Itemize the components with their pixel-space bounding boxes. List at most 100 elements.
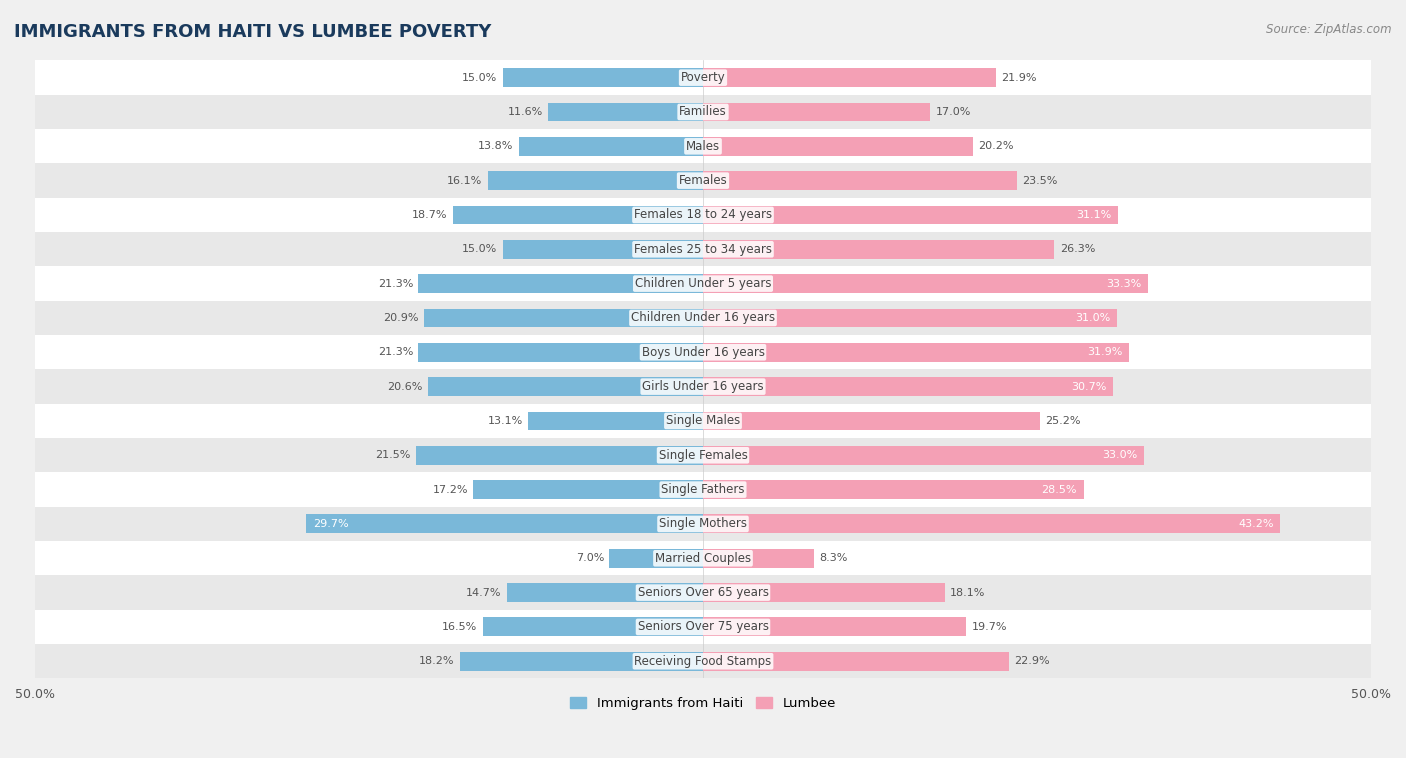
Text: 31.9%: 31.9% bbox=[1087, 347, 1122, 357]
Bar bbox=[703, 205, 1119, 224]
Bar bbox=[453, 205, 703, 224]
Bar bbox=[703, 68, 995, 87]
Text: Seniors Over 75 years: Seniors Over 75 years bbox=[637, 621, 769, 634]
Text: 13.8%: 13.8% bbox=[478, 141, 513, 152]
Text: 28.5%: 28.5% bbox=[1042, 484, 1077, 495]
Bar bbox=[35, 541, 1371, 575]
Bar bbox=[506, 583, 703, 602]
Bar bbox=[35, 369, 1371, 404]
Bar bbox=[35, 507, 1371, 541]
Text: Single Fathers: Single Fathers bbox=[661, 483, 745, 496]
Bar bbox=[703, 309, 1118, 327]
Text: Boys Under 16 years: Boys Under 16 years bbox=[641, 346, 765, 359]
Text: 33.0%: 33.0% bbox=[1102, 450, 1137, 460]
Bar bbox=[423, 309, 703, 327]
Text: 20.9%: 20.9% bbox=[382, 313, 419, 323]
Text: Girls Under 16 years: Girls Under 16 years bbox=[643, 380, 763, 393]
Bar bbox=[703, 515, 1279, 534]
Bar bbox=[703, 549, 814, 568]
Bar bbox=[35, 404, 1371, 438]
Text: Single Females: Single Females bbox=[658, 449, 748, 462]
Bar bbox=[35, 438, 1371, 472]
Text: 17.2%: 17.2% bbox=[433, 484, 468, 495]
Bar bbox=[35, 644, 1371, 678]
Text: 29.7%: 29.7% bbox=[314, 519, 349, 529]
Text: 11.6%: 11.6% bbox=[508, 107, 543, 117]
Bar bbox=[35, 164, 1371, 198]
Bar bbox=[703, 583, 945, 602]
Bar bbox=[460, 652, 703, 671]
Text: 21.5%: 21.5% bbox=[375, 450, 411, 460]
Bar bbox=[703, 480, 1084, 499]
Text: IMMIGRANTS FROM HAITI VS LUMBEE POVERTY: IMMIGRANTS FROM HAITI VS LUMBEE POVERTY bbox=[14, 23, 492, 41]
Text: Receiving Food Stamps: Receiving Food Stamps bbox=[634, 655, 772, 668]
Bar bbox=[703, 343, 1129, 362]
Text: Females 18 to 24 years: Females 18 to 24 years bbox=[634, 208, 772, 221]
Bar bbox=[474, 480, 703, 499]
Bar bbox=[703, 171, 1017, 190]
Text: Females: Females bbox=[679, 174, 727, 187]
Text: 13.1%: 13.1% bbox=[488, 416, 523, 426]
Text: Children Under 5 years: Children Under 5 years bbox=[634, 277, 772, 290]
Text: 30.7%: 30.7% bbox=[1071, 381, 1107, 392]
Bar bbox=[703, 446, 1144, 465]
Text: 21.3%: 21.3% bbox=[378, 279, 413, 289]
Bar bbox=[307, 515, 703, 534]
Text: 21.9%: 21.9% bbox=[1001, 73, 1036, 83]
Text: 25.2%: 25.2% bbox=[1045, 416, 1081, 426]
Text: Poverty: Poverty bbox=[681, 71, 725, 84]
Bar bbox=[519, 137, 703, 155]
Text: 26.3%: 26.3% bbox=[1060, 244, 1095, 254]
Bar bbox=[35, 575, 1371, 609]
Text: 15.0%: 15.0% bbox=[463, 73, 498, 83]
Text: 20.6%: 20.6% bbox=[387, 381, 422, 392]
Text: 16.5%: 16.5% bbox=[441, 622, 477, 632]
Text: 16.1%: 16.1% bbox=[447, 176, 482, 186]
Text: 19.7%: 19.7% bbox=[972, 622, 1007, 632]
Text: 22.9%: 22.9% bbox=[1014, 656, 1050, 666]
Text: Single Mothers: Single Mothers bbox=[659, 518, 747, 531]
Bar bbox=[703, 412, 1039, 431]
Text: 15.0%: 15.0% bbox=[463, 244, 498, 254]
Bar bbox=[419, 274, 703, 293]
Text: 23.5%: 23.5% bbox=[1022, 176, 1057, 186]
Bar bbox=[502, 240, 703, 258]
Text: 20.2%: 20.2% bbox=[979, 141, 1014, 152]
Bar bbox=[35, 335, 1371, 369]
Text: Males: Males bbox=[686, 139, 720, 153]
Text: 18.1%: 18.1% bbox=[950, 587, 986, 597]
Bar bbox=[703, 274, 1147, 293]
Bar bbox=[548, 102, 703, 121]
Bar bbox=[35, 267, 1371, 301]
Text: 43.2%: 43.2% bbox=[1237, 519, 1274, 529]
Text: 7.0%: 7.0% bbox=[576, 553, 605, 563]
Bar bbox=[482, 618, 703, 637]
Bar bbox=[502, 68, 703, 87]
Bar bbox=[427, 377, 703, 396]
Bar bbox=[35, 232, 1371, 267]
Text: Females 25 to 34 years: Females 25 to 34 years bbox=[634, 243, 772, 255]
Text: 21.3%: 21.3% bbox=[378, 347, 413, 357]
Bar bbox=[416, 446, 703, 465]
Bar bbox=[529, 412, 703, 431]
Text: 17.0%: 17.0% bbox=[935, 107, 970, 117]
Text: 18.7%: 18.7% bbox=[412, 210, 449, 220]
Text: Single Males: Single Males bbox=[666, 415, 740, 428]
Text: Families: Families bbox=[679, 105, 727, 118]
Bar bbox=[35, 609, 1371, 644]
Text: Source: ZipAtlas.com: Source: ZipAtlas.com bbox=[1267, 23, 1392, 36]
Bar bbox=[703, 377, 1114, 396]
Bar bbox=[35, 301, 1371, 335]
Bar bbox=[703, 102, 931, 121]
Bar bbox=[35, 95, 1371, 129]
Bar bbox=[488, 171, 703, 190]
Text: 31.1%: 31.1% bbox=[1077, 210, 1112, 220]
Text: 8.3%: 8.3% bbox=[820, 553, 848, 563]
Bar bbox=[609, 549, 703, 568]
Bar bbox=[419, 343, 703, 362]
Bar bbox=[703, 652, 1010, 671]
Bar bbox=[35, 472, 1371, 507]
Legend: Immigrants from Haiti, Lumbee: Immigrants from Haiti, Lumbee bbox=[565, 691, 841, 715]
Text: 33.3%: 33.3% bbox=[1107, 279, 1142, 289]
Text: Children Under 16 years: Children Under 16 years bbox=[631, 312, 775, 324]
